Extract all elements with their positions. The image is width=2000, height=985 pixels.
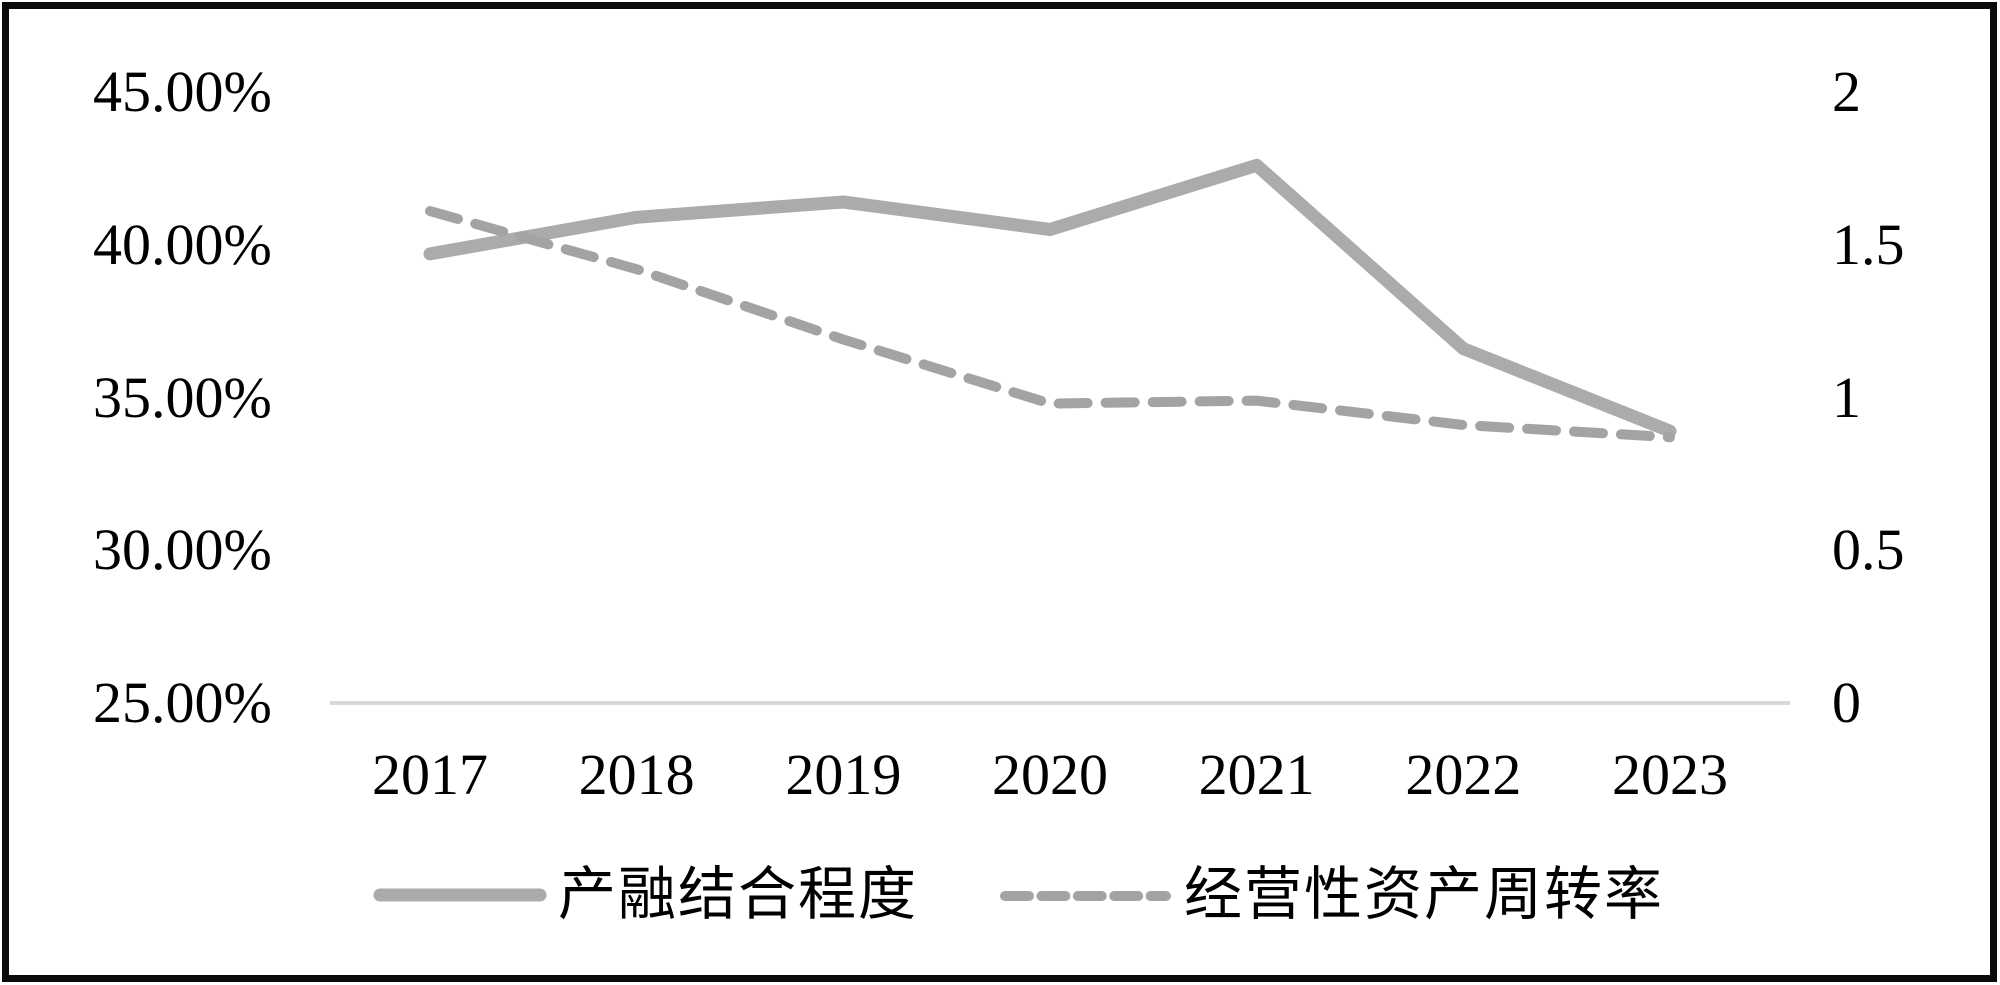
- left-axis-tick-label: 35.00%: [93, 364, 272, 430]
- right-axis-tick-label: 2: [1832, 59, 1861, 124]
- series-line-solid: [423, 158, 1677, 438]
- x-axis-year-label: 2021: [1198, 742, 1315, 807]
- left-axis-tick-label: 25.00%: [93, 670, 272, 735]
- x-axis-year-label: 2023: [1612, 742, 1728, 807]
- x-axis-year-label: 2018: [578, 742, 695, 807]
- legend-label-solid-series: 产融结合程度: [558, 862, 919, 927]
- right-axis-tick-label: 1: [1832, 364, 1861, 430]
- legend-label-dashed-series: 经营性资产周转率: [1184, 862, 1665, 927]
- x-axis-year-label: 2022: [1405, 742, 1522, 807]
- right-axis-tick-label: 1.5: [1832, 211, 1905, 277]
- x-axis-year-label: 2019: [785, 742, 902, 807]
- right-axis-tick-label: 0.5: [1832, 517, 1905, 583]
- x-axis-year-label: 2017: [372, 742, 488, 807]
- left-axis-tick-label: 40.00%: [93, 211, 272, 277]
- series-line-dashed: [425, 206, 1676, 443]
- right-axis-tick-label: 0: [1832, 670, 1861, 735]
- left-axis-tick-label: 30.00%: [93, 517, 272, 583]
- left-axis-tick-label: 45.00%: [93, 59, 272, 124]
- x-axis-year-label: 2020: [992, 742, 1108, 807]
